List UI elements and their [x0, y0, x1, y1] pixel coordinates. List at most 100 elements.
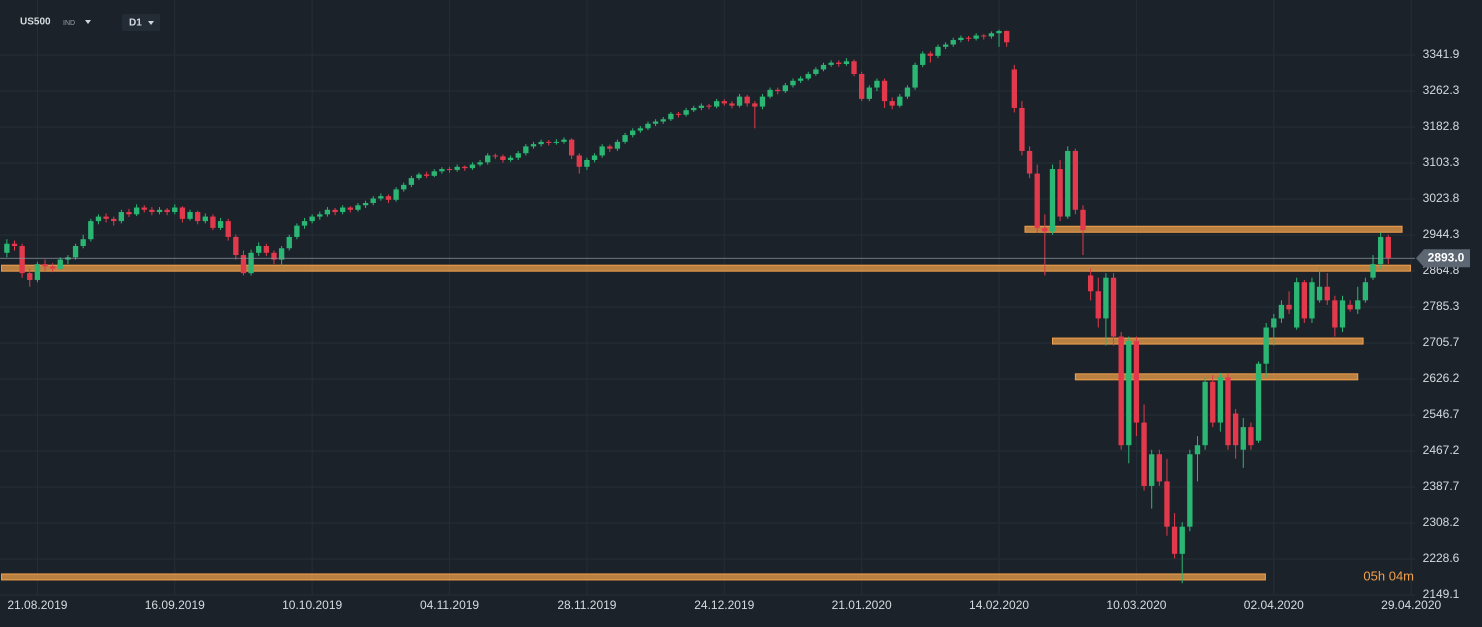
candle-body [874, 80, 880, 88]
candle-body [1347, 304, 1353, 310]
candle-body [1309, 282, 1315, 319]
candle-body [1095, 291, 1101, 319]
candle-body [111, 218, 117, 222]
candle-body [1004, 30, 1010, 43]
candle-body [88, 221, 94, 240]
candle-body [416, 174, 422, 179]
dropdown-arrow[interactable] [85, 20, 91, 24]
candle-body [271, 252, 277, 260]
candle-body [1294, 282, 1300, 328]
candle-body [698, 105, 705, 108]
candle-body [294, 225, 300, 237]
timeframe[interactable]: D1 [129, 18, 142, 29]
candle-body [195, 212, 201, 222]
candle-body [401, 184, 407, 190]
candle-body [729, 103, 735, 106]
y-tick-label: 2785.3 [1423, 299, 1460, 313]
candle-body [599, 146, 605, 156]
candle-body [210, 216, 216, 228]
x-tick-label: 29.04.2020 [1381, 598, 1441, 612]
candle-body [240, 255, 247, 274]
candle-body [1210, 381, 1216, 423]
candle-body [1034, 173, 1040, 228]
candle-body [1057, 169, 1063, 217]
candle-body [1072, 150, 1079, 210]
candle-body [691, 107, 697, 111]
candle-body [1370, 264, 1376, 278]
candle-body [317, 214, 323, 217]
x-tick-label: 21.08.2019 [7, 598, 67, 612]
candle-body [568, 139, 575, 156]
candle-body [1164, 481, 1170, 527]
symbol[interactable]: US500 [20, 17, 51, 28]
candle-body [126, 212, 132, 215]
y-tick-label: 3182.8 [1423, 119, 1460, 133]
candle-body [1080, 209, 1086, 231]
candle-body [912, 64, 918, 88]
candle-body [828, 62, 834, 65]
candle-body [1026, 150, 1033, 174]
candle-body [1339, 300, 1346, 328]
candle-body [408, 178, 415, 185]
x-tick-label: 14.02.2020 [969, 598, 1029, 612]
candle-body [225, 221, 231, 237]
candle-body [1332, 300, 1338, 328]
candle-body [576, 155, 582, 167]
candle-body [233, 236, 239, 256]
candle-body [1065, 150, 1071, 217]
candle-body [347, 207, 353, 210]
candle-body [927, 53, 934, 56]
candle-body [500, 156, 506, 160]
candle-body [805, 73, 811, 79]
candle-body [675, 113, 682, 115]
candle-body [423, 174, 430, 176]
candle-body [1217, 377, 1224, 423]
x-tick-label: 10.10.2019 [282, 598, 342, 612]
candle-body [1187, 454, 1193, 527]
y-tick-label: 2387.7 [1423, 479, 1460, 493]
candle-body [1316, 286, 1323, 301]
candle-body [523, 146, 529, 154]
candle-body [11, 243, 18, 247]
candle-body [515, 153, 521, 158]
candle-body [431, 171, 437, 176]
candle-body [340, 207, 346, 213]
level-line [1024, 225, 1403, 233]
candle-body [1019, 107, 1025, 151]
candle-body [713, 101, 720, 107]
y-tick-label: 3023.8 [1423, 191, 1460, 205]
candle-body [958, 37, 964, 41]
candle-body [217, 221, 224, 228]
candle-body [1271, 318, 1277, 328]
candle-body [507, 157, 514, 160]
candle-body [256, 246, 262, 253]
y-tick-label: 3341.9 [1423, 47, 1460, 61]
candle-body [851, 61, 857, 74]
candle-body [973, 35, 979, 39]
x-tick-label: 24.12.2019 [694, 598, 754, 612]
candle-body [179, 207, 186, 219]
level-line [1, 573, 1266, 581]
candle-body [446, 169, 453, 171]
candle-body [721, 101, 727, 104]
candle-body [80, 239, 86, 247]
y-tick-label: 3262.3 [1423, 83, 1460, 97]
dropdown-arrow[interactable] [148, 21, 154, 25]
candle-body [981, 35, 987, 37]
candle-body [622, 135, 628, 142]
candle-body [492, 155, 498, 157]
candle-body [546, 141, 552, 143]
candle-body [1355, 300, 1361, 310]
candle-body [553, 141, 560, 143]
candle-body [27, 273, 33, 280]
candle-body [309, 216, 315, 222]
candle-body [248, 252, 254, 274]
candle-body [660, 119, 666, 122]
candle-body [133, 207, 140, 215]
candle-body [866, 87, 872, 99]
candle-body [668, 113, 674, 120]
candle-body [72, 246, 79, 258]
timeframe-button[interactable] [122, 14, 160, 31]
candle-body [1011, 69, 1017, 108]
